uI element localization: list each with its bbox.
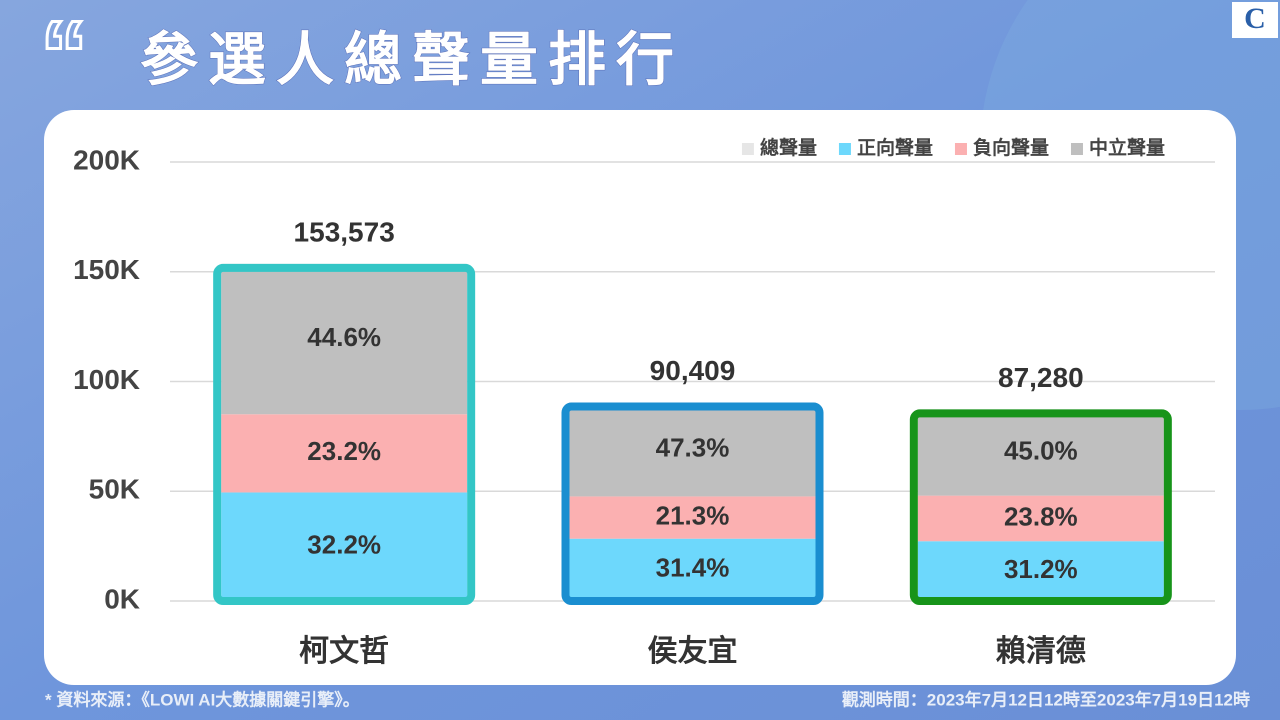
total-label: 90,409 [650,355,736,386]
bar-outline [213,263,476,605]
legend-label: 正向聲量 [857,136,933,159]
logo: C [1244,2,1266,35]
x-tick-label: 賴清德 [996,635,1086,668]
legend-swatch [838,143,851,155]
bar-outline [561,402,824,605]
segment-label: 47.3% [656,432,730,462]
segment-label: 21.3% [656,500,730,530]
legend-swatch [954,143,967,155]
segment-label: 45.0% [1004,435,1078,465]
bar-segment [569,538,816,601]
logo-box [1232,2,1278,38]
segment-label: 44.6% [307,322,381,352]
y-tick-label: 150K [73,254,140,285]
legend-label: 中立聲量 [1089,136,1165,159]
segment-label: 32.2% [307,530,381,560]
y-tick-label: 100K [73,364,140,395]
legend-swatch [741,143,754,155]
legend-label: 負向聲量 [973,136,1049,159]
bar-segment [917,495,1164,542]
footer-period: 觀測時間：2023年7月12日12時至2023年7月19日12時 [842,689,1250,709]
segment-label: 31.2% [1004,554,1078,584]
y-tick-label: 200K [73,144,140,175]
bar-segment [569,402,816,497]
total-label: 87,280 [998,362,1084,393]
bar-segment [917,409,1164,496]
title-quote: “ [40,1,88,108]
y-tick-label: 50K [89,474,140,505]
chart-title: 參選人總聲量排行 [140,27,684,92]
bar-segment [221,414,468,493]
segment-label: 23.2% [307,436,381,466]
bar-outline [909,409,1172,606]
x-tick-label: 侯友宜 [648,634,738,668]
segment-label: 31.4% [656,553,730,583]
bar-segment [221,263,468,415]
bar-segment [917,541,1164,601]
x-tick-label: 柯文哲 [299,634,389,668]
bar-segment [221,492,468,601]
legend-swatch [1070,143,1083,155]
segment-label: 23.8% [1004,501,1078,531]
y-tick-label: 0K [104,583,140,614]
footer-source: * 資料來源：《LOWI AI大數據關鍵引擎》。 [45,689,360,709]
bar-segment [569,496,816,539]
total-label: 153,573 [294,216,395,247]
legend-label: 總聲量 [760,136,817,159]
